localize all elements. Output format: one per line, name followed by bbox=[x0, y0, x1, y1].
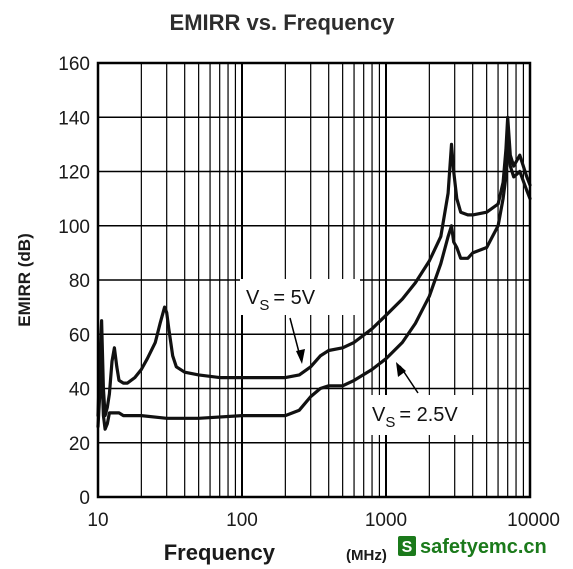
x-tick-label: 100 bbox=[226, 510, 258, 531]
plot-frame bbox=[96, 61, 532, 499]
annotation-vs-2p5v: VS = 2.5V bbox=[366, 362, 486, 435]
watermark-badge-letter: S bbox=[402, 539, 413, 556]
annotation-vs-2p5v-bg bbox=[366, 395, 486, 435]
series-line-2 bbox=[96, 142, 532, 431]
y-tick-label: 40 bbox=[69, 380, 90, 401]
annotation-vs-5v: VS = 5V bbox=[240, 279, 360, 364]
x-tick-label: 10 bbox=[87, 510, 108, 531]
series-line-1 bbox=[96, 115, 532, 418]
series-lines bbox=[96, 115, 532, 431]
watermark: S safetyemc.cn bbox=[398, 536, 547, 558]
y-tick-label: 140 bbox=[58, 108, 90, 129]
y-tick-label: 20 bbox=[69, 434, 90, 455]
x-tick-labels: 10 100 1000 10000 bbox=[87, 510, 560, 531]
x-axis-unit: (MHz) bbox=[346, 547, 387, 564]
y-axis-label: EMIRR (dB) bbox=[15, 233, 34, 326]
y-tick-label: 0 bbox=[79, 488, 90, 509]
y-tick-labels: 0 20 40 60 80 100 120 140 160 bbox=[58, 54, 90, 509]
y-tick-label: 80 bbox=[69, 271, 90, 292]
annotation-vs-2p5v-arrow bbox=[396, 362, 406, 377]
x-axis-label: Frequency bbox=[164, 540, 276, 565]
y-tick-label: 120 bbox=[58, 163, 90, 184]
annotation-vs-5v-bg bbox=[240, 279, 360, 315]
annotation-vs-5v-arrow bbox=[296, 349, 305, 364]
y-tick-label: 100 bbox=[58, 217, 90, 238]
watermark-badge bbox=[398, 536, 416, 556]
chart-title: EMIRR vs. Frequency bbox=[170, 10, 396, 35]
watermark-text: safetyemc.cn bbox=[420, 536, 547, 558]
y-tick-label: 60 bbox=[69, 325, 90, 346]
y-tick-label: 160 bbox=[58, 54, 90, 75]
x-tick-label: 10000 bbox=[507, 510, 560, 531]
x-tick-label: 1000 bbox=[365, 510, 407, 531]
